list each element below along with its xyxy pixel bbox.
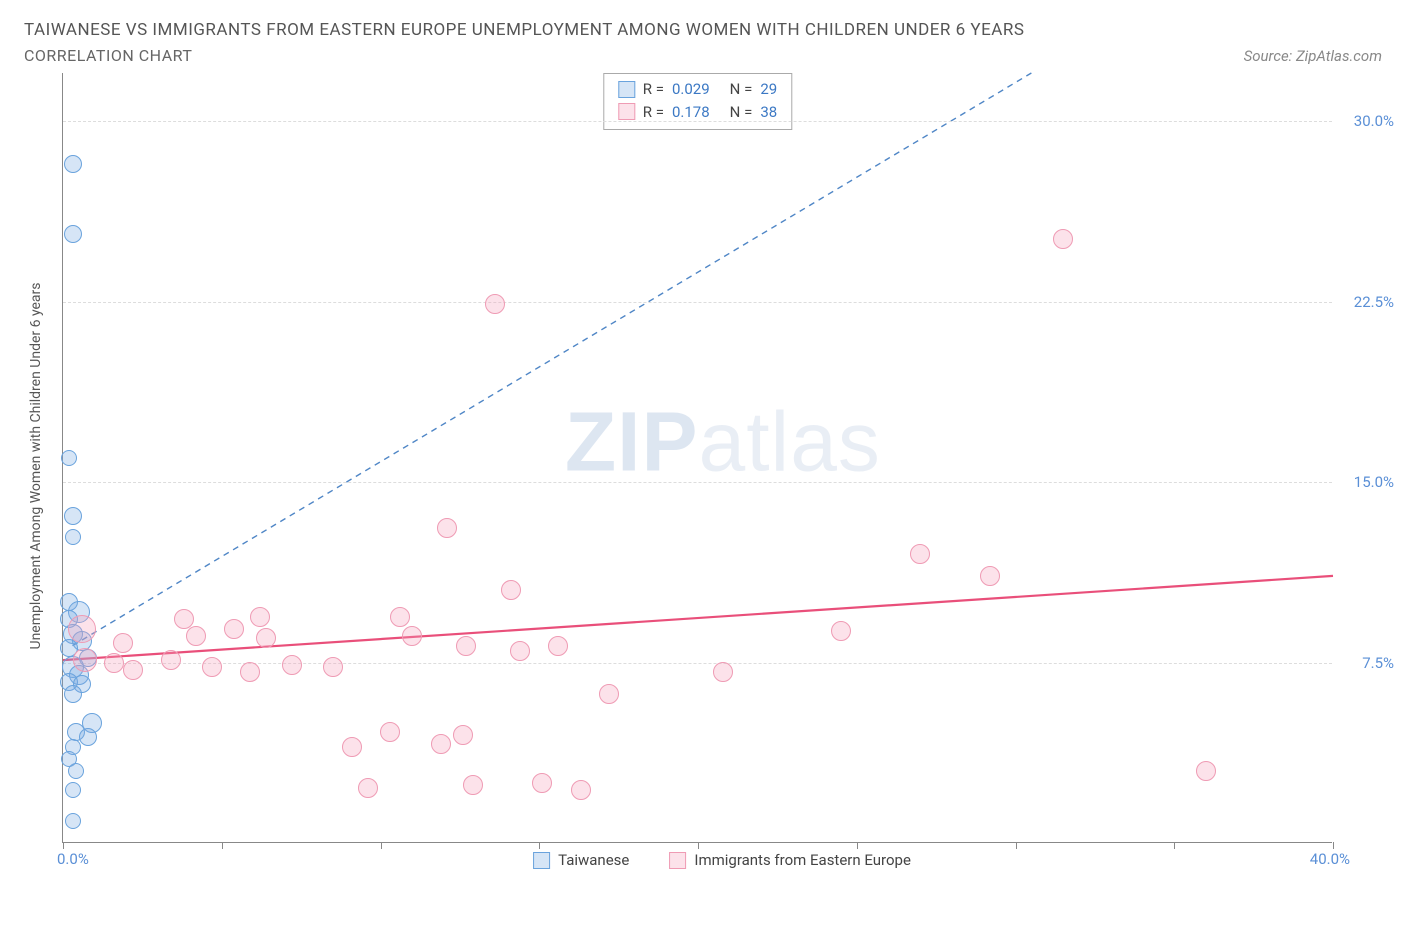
legend-label: Immigrants from Eastern Europe <box>694 851 911 869</box>
data-point-ee <box>532 773 552 793</box>
scatter-plot: ZIPatlas R = 0.029N = 29R = 0.178N = 38 … <box>62 73 1332 843</box>
grid-line <box>63 302 1332 303</box>
x-tick <box>63 842 64 849</box>
y-tick-label: 7.5% <box>1362 654 1394 672</box>
data-point-ee <box>224 619 244 639</box>
data-point-ee <box>73 648 97 672</box>
data-point-ee <box>186 626 206 646</box>
data-point-ee <box>1053 229 1073 249</box>
data-point-ee <box>174 609 194 629</box>
legend-item-taiwanese: Taiwanese <box>533 851 629 869</box>
x-tick <box>1016 842 1017 849</box>
data-point-ee <box>571 780 591 800</box>
y-tick-label: 22.5% <box>1354 293 1394 311</box>
data-point-ee <box>256 628 276 648</box>
data-point-ee <box>390 607 410 627</box>
data-point-taiwanese <box>64 225 82 243</box>
subtitle-row: CORRELATION CHART Source: ZipAtlas.com <box>24 46 1382 65</box>
series-legend: Taiwanese Immigrants from Eastern Europe <box>533 851 911 869</box>
data-point-ee <box>104 653 124 673</box>
legend-label: Taiwanese <box>558 851 629 869</box>
data-point-taiwanese <box>65 529 81 545</box>
x-end-label: 40.0% <box>1310 850 1350 868</box>
page-subtitle: CORRELATION CHART <box>24 46 192 65</box>
data-point-ee <box>463 775 483 795</box>
y-tick-label: 15.0% <box>1354 473 1394 491</box>
x-tick <box>539 842 540 849</box>
data-point-taiwanese <box>64 685 82 703</box>
data-point-taiwanese <box>65 782 81 798</box>
data-point-ee <box>323 657 343 677</box>
data-point-ee <box>599 684 619 704</box>
data-point-ee <box>380 722 400 742</box>
data-point-taiwanese <box>65 813 81 829</box>
data-point-taiwanese <box>64 507 82 525</box>
data-point-ee <box>1196 761 1216 781</box>
legend-swatch <box>669 852 686 869</box>
data-point-ee <box>68 615 96 643</box>
y-tick-label: 30.0% <box>1354 112 1394 130</box>
trend-line-taiwanese <box>73 73 1032 646</box>
x-tick <box>1333 842 1334 849</box>
x-tick <box>698 842 699 849</box>
data-point-ee <box>831 621 851 641</box>
x-tick <box>222 842 223 849</box>
data-point-ee <box>437 518 457 538</box>
y-axis-label: Unemployment Among Women with Children U… <box>28 282 44 649</box>
data-point-ee <box>240 662 260 682</box>
trend-lines <box>63 73 1333 843</box>
data-point-ee <box>113 633 133 653</box>
x-tick <box>857 842 858 849</box>
source-label: Source: ZipAtlas.com <box>1244 47 1382 65</box>
data-point-ee <box>485 294 505 314</box>
grid-line <box>63 121 1332 122</box>
data-point-ee <box>250 607 270 627</box>
data-point-ee <box>123 660 143 680</box>
x-tick <box>381 842 382 849</box>
data-point-ee <box>342 737 362 757</box>
data-point-taiwanese <box>61 450 77 466</box>
data-point-ee <box>510 641 530 661</box>
data-point-ee <box>501 580 521 600</box>
data-point-taiwanese <box>79 728 97 746</box>
data-point-ee <box>980 566 1000 586</box>
x-start-label: 0.0% <box>57 850 89 868</box>
data-point-taiwanese <box>68 763 84 779</box>
data-point-taiwanese <box>64 155 82 173</box>
data-point-ee <box>713 662 733 682</box>
data-point-ee <box>910 544 930 564</box>
data-point-ee <box>453 725 473 745</box>
data-point-ee <box>431 734 451 754</box>
legend-swatch <box>533 852 550 869</box>
data-point-ee <box>456 636 476 656</box>
chart-area: Unemployment Among Women with Children U… <box>62 73 1382 843</box>
page-title: TAIWANESE VS IMMIGRANTS FROM EASTERN EUR… <box>24 20 1382 40</box>
data-point-ee <box>161 650 181 670</box>
data-point-ee <box>548 636 568 656</box>
grid-line <box>63 482 1332 483</box>
legend-item-ee: Immigrants from Eastern Europe <box>669 851 911 869</box>
data-point-ee <box>402 626 422 646</box>
data-point-ee <box>202 657 222 677</box>
data-point-ee <box>282 655 302 675</box>
data-point-ee <box>358 778 378 798</box>
x-tick <box>1174 842 1175 849</box>
